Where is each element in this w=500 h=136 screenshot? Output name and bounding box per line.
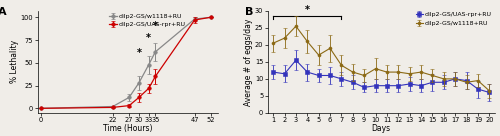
Legend: dilp2-GS/w1118+RU, dilp2-GS/UAS-rpr+RU: dilp2-GS/w1118+RU, dilp2-GS/UAS-rpr+RU xyxy=(109,14,186,27)
Text: *: * xyxy=(146,33,152,43)
Text: B: B xyxy=(245,7,253,17)
Text: *: * xyxy=(305,5,310,15)
Y-axis label: % Lethality: % Lethality xyxy=(10,40,20,84)
Text: *: * xyxy=(153,21,158,31)
Text: *: * xyxy=(136,48,141,58)
Y-axis label: Average # of eggs/day: Average # of eggs/day xyxy=(244,18,254,106)
X-axis label: Time (Hours): Time (Hours) xyxy=(103,124,152,133)
Text: A: A xyxy=(0,7,6,17)
Legend: dilp2-GS/UAS-rpr+RU, dilp2-GS/w1118+RU: dilp2-GS/UAS-rpr+RU, dilp2-GS/w1118+RU xyxy=(416,12,492,26)
X-axis label: Days: Days xyxy=(372,124,391,133)
